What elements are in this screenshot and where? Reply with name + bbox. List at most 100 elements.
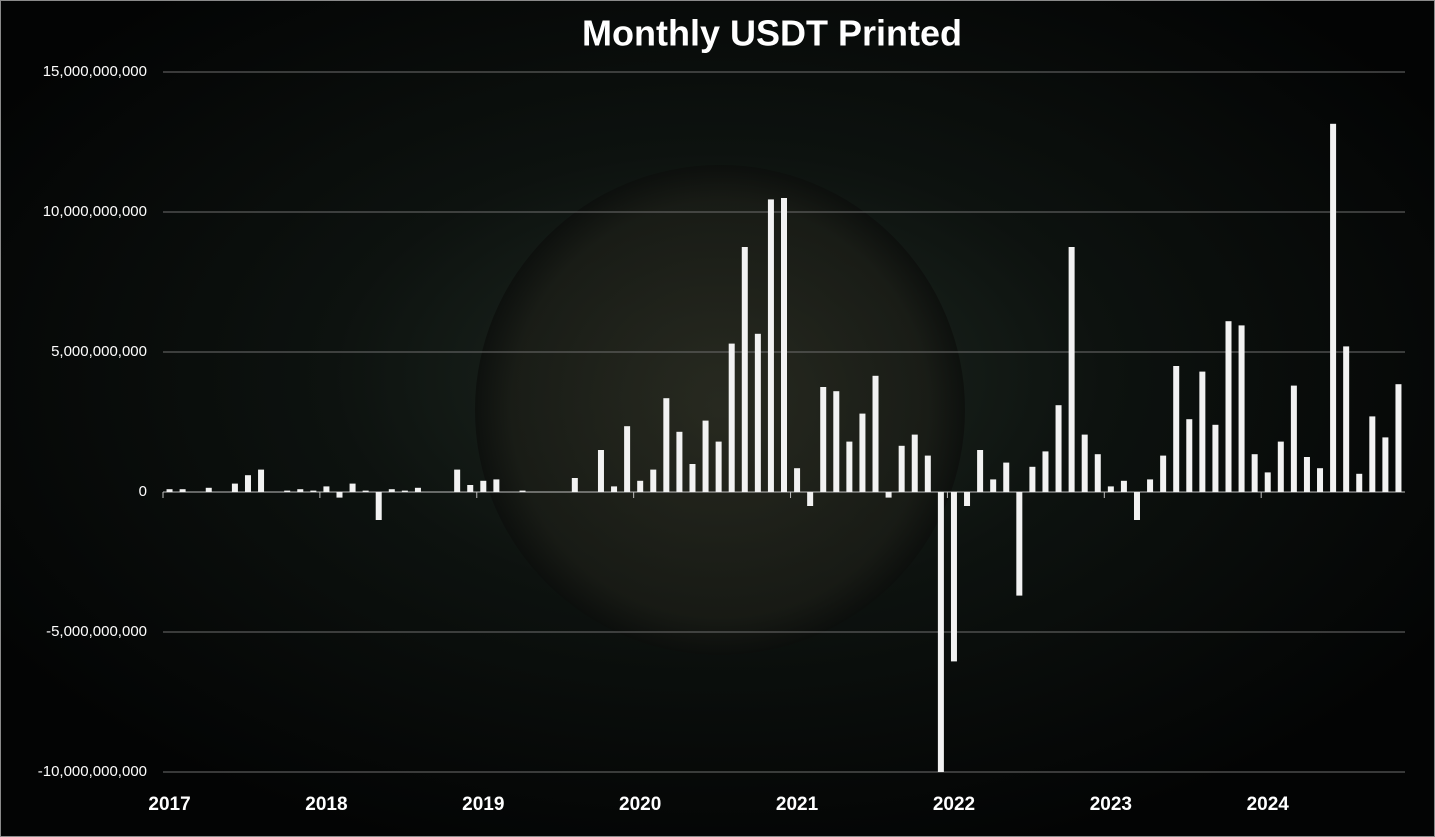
bar [414, 487, 421, 492]
bar [244, 475, 251, 492]
bar [1277, 441, 1284, 492]
bar [1173, 366, 1180, 492]
bar [1238, 325, 1245, 492]
bar [950, 492, 957, 662]
bar [650, 469, 657, 492]
bar [1395, 384, 1402, 492]
bar [872, 375, 879, 492]
bar [833, 391, 840, 492]
bar [336, 492, 343, 498]
bar [1369, 416, 1376, 492]
bar [611, 486, 618, 492]
bar [571, 478, 578, 492]
bar [859, 413, 866, 492]
bar [1290, 385, 1297, 492]
bar [1343, 346, 1350, 492]
bar [911, 434, 918, 492]
x-tick-label: 2021 [776, 794, 819, 815]
bar [964, 492, 971, 506]
bar [715, 441, 722, 492]
bar [297, 489, 304, 492]
bar [166, 489, 173, 492]
bar [519, 490, 526, 492]
bar [205, 487, 212, 492]
bar [231, 483, 238, 492]
bar [1212, 424, 1219, 492]
bar [1107, 486, 1114, 492]
y-tick-label: 5,000,000,000 [51, 343, 147, 360]
bar [1199, 371, 1206, 492]
bar [689, 464, 696, 492]
bar [1303, 457, 1310, 492]
x-tick-label: 2018 [305, 794, 347, 815]
bar [480, 480, 487, 492]
bar [1186, 419, 1193, 492]
bar [1016, 492, 1023, 596]
bar [728, 343, 735, 492]
bar [375, 492, 382, 520]
bar [1055, 405, 1062, 492]
x-tick-label: 2017 [148, 794, 190, 815]
bar [1120, 480, 1127, 492]
bar [1317, 468, 1324, 492]
bar [885, 492, 892, 498]
x-tick-label: 2019 [462, 794, 504, 815]
bar [1003, 462, 1010, 492]
bar [990, 479, 997, 492]
bar [754, 333, 761, 492]
x-tick-label: 2023 [1090, 794, 1132, 815]
chart-title: Monthly USDT Printed [582, 13, 962, 54]
bar [898, 445, 905, 492]
bar [1042, 451, 1049, 492]
bar [388, 489, 395, 492]
x-tick-label: 2024 [1247, 794, 1290, 815]
bar [1081, 434, 1088, 492]
bar [1356, 473, 1363, 492]
bar [310, 490, 317, 492]
bar [924, 455, 931, 492]
bar [179, 489, 186, 492]
bar [741, 247, 748, 492]
x-tick-label: 2022 [933, 794, 975, 815]
bar [1068, 247, 1075, 492]
y-tick-label: -10,000,000,000 [38, 763, 147, 780]
bar [676, 431, 683, 492]
bar [1264, 472, 1271, 492]
bar [1225, 321, 1232, 492]
bar [637, 480, 644, 492]
coin-decoration [475, 165, 965, 655]
bar [1160, 455, 1167, 492]
bar [454, 469, 461, 492]
y-tick-label: 15,000,000,000 [43, 63, 147, 80]
bar [977, 450, 984, 492]
bar [258, 469, 265, 492]
bar [1147, 479, 1154, 492]
bar [1133, 492, 1140, 520]
bar [1330, 123, 1337, 493]
y-tick-label: 10,000,000,000 [43, 203, 147, 220]
bar [1251, 454, 1258, 492]
bar [284, 490, 291, 492]
y-tick-label: -5,000,000,000 [46, 623, 147, 640]
bar [820, 387, 827, 492]
bar [401, 490, 408, 492]
bar [1029, 466, 1036, 492]
x-tick-label: 2020 [619, 794, 661, 815]
y-tick-label: 0 [139, 483, 147, 500]
bar [362, 490, 369, 492]
bar [624, 426, 631, 492]
bar [781, 198, 787, 492]
bar [702, 420, 709, 492]
bar [597, 450, 604, 492]
bar [467, 485, 474, 492]
bar [846, 441, 853, 492]
bar [663, 398, 670, 492]
bar [767, 199, 774, 492]
bar [323, 486, 330, 492]
bar [937, 492, 944, 772]
bar [794, 468, 801, 492]
bar [1094, 454, 1101, 492]
bar [349, 483, 356, 492]
